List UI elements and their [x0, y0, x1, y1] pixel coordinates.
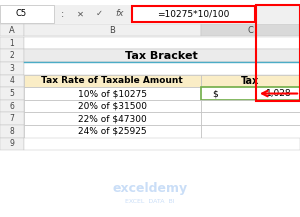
- FancyBboxPatch shape: [0, 24, 24, 36]
- Text: 10% of $10275: 10% of $10275: [78, 89, 147, 98]
- Text: 1,028: 1,028: [266, 89, 292, 98]
- FancyBboxPatch shape: [0, 112, 24, 125]
- Text: 1: 1: [10, 39, 14, 48]
- Text: 20% of $31500: 20% of $31500: [78, 102, 147, 111]
- FancyBboxPatch shape: [0, 49, 24, 62]
- Text: :: :: [61, 9, 64, 19]
- Text: ✕: ✕: [77, 9, 84, 18]
- FancyBboxPatch shape: [24, 100, 201, 112]
- FancyBboxPatch shape: [0, 87, 24, 100]
- Text: 9: 9: [10, 139, 14, 148]
- FancyBboxPatch shape: [0, 24, 299, 36]
- FancyBboxPatch shape: [24, 138, 299, 150]
- FancyBboxPatch shape: [24, 112, 201, 125]
- Text: 8: 8: [10, 127, 14, 136]
- FancyBboxPatch shape: [24, 37, 299, 49]
- FancyBboxPatch shape: [0, 75, 24, 87]
- FancyBboxPatch shape: [201, 125, 299, 138]
- Text: 3: 3: [10, 64, 14, 73]
- FancyBboxPatch shape: [0, 125, 24, 138]
- FancyBboxPatch shape: [0, 5, 299, 23]
- Text: =10275*10/100: =10275*10/100: [157, 9, 230, 18]
- FancyBboxPatch shape: [201, 87, 299, 100]
- FancyBboxPatch shape: [201, 112, 299, 125]
- Text: fx: fx: [116, 9, 124, 18]
- Text: ✓: ✓: [95, 9, 102, 18]
- FancyBboxPatch shape: [0, 62, 24, 75]
- Text: EXCEL  DATA  BI: EXCEL DATA BI: [125, 199, 175, 204]
- Text: 22% of $47300: 22% of $47300: [78, 114, 147, 123]
- Text: 7: 7: [10, 114, 14, 123]
- Text: C5: C5: [15, 9, 26, 18]
- FancyBboxPatch shape: [0, 100, 24, 112]
- Text: Tax: Tax: [241, 76, 259, 86]
- FancyBboxPatch shape: [132, 6, 255, 22]
- FancyBboxPatch shape: [0, 37, 24, 49]
- Text: 4: 4: [10, 76, 14, 85]
- Text: $: $: [213, 89, 218, 98]
- FancyBboxPatch shape: [24, 49, 299, 62]
- FancyBboxPatch shape: [201, 100, 299, 112]
- Text: 5: 5: [10, 89, 14, 98]
- FancyBboxPatch shape: [0, 138, 24, 150]
- Text: Tax Bracket: Tax Bracket: [125, 51, 198, 61]
- Text: 2: 2: [10, 51, 14, 60]
- FancyBboxPatch shape: [24, 75, 201, 87]
- Text: Tax Rate of Taxable Amount: Tax Rate of Taxable Amount: [41, 76, 183, 85]
- Text: C: C: [247, 26, 253, 35]
- Text: 24% of $25925: 24% of $25925: [78, 127, 147, 136]
- FancyBboxPatch shape: [24, 24, 201, 36]
- FancyBboxPatch shape: [201, 75, 299, 87]
- FancyBboxPatch shape: [24, 62, 299, 75]
- FancyBboxPatch shape: [201, 24, 299, 36]
- Text: A: A: [9, 26, 15, 35]
- FancyBboxPatch shape: [0, 5, 54, 23]
- FancyBboxPatch shape: [24, 37, 299, 150]
- Text: 6: 6: [10, 102, 14, 111]
- Text: exceldemy: exceldemy: [112, 182, 187, 195]
- FancyBboxPatch shape: [24, 125, 201, 138]
- Text: B: B: [110, 26, 115, 35]
- FancyBboxPatch shape: [24, 87, 201, 100]
